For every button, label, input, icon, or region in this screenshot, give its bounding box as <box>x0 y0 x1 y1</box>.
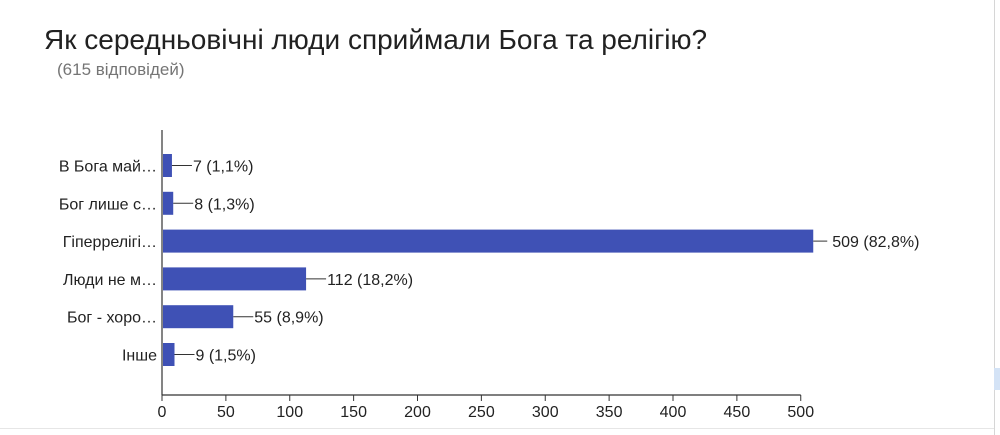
bar[interactable] <box>163 229 814 253</box>
category-label: Бог лише с… <box>59 196 157 213</box>
x-tick-label: 150 <box>340 404 367 421</box>
data-label: 509 (82,8%) <box>832 234 919 251</box>
bar-chart: В Бога май… 7 (1,1%) Бог лише с… 8 (1,3%) Гі… <box>59 130 919 421</box>
bar[interactable] <box>163 191 174 215</box>
x-tick-label: 0 <box>158 404 167 421</box>
category-label: Бог - хоро… <box>67 310 157 327</box>
data-label: 9 (1,5%) <box>195 348 255 365</box>
chart-title: Як середньовічні люди сприймали Бога та … <box>44 24 708 55</box>
window-edge-divider <box>994 0 995 435</box>
category-label: Інше <box>122 348 157 365</box>
x-tick-label: 250 <box>468 404 495 421</box>
bar[interactable] <box>163 267 307 291</box>
category-label: Люди не м… <box>63 272 157 289</box>
x-tick-label: 50 <box>217 404 235 421</box>
data-label: 7 (1,1%) <box>193 159 253 176</box>
bar[interactable] <box>163 305 234 329</box>
data-label: 112 (18,2%) <box>327 272 413 289</box>
x-tick-label: 350 <box>596 404 623 421</box>
x-tick-label: 100 <box>276 404 303 421</box>
bar[interactable] <box>163 154 172 177</box>
x-tick-label: 300 <box>532 404 559 421</box>
data-label: 55 (8,9%) <box>254 310 323 327</box>
category-label: Гіперрелігі… <box>63 234 157 251</box>
bottom-divider <box>0 428 994 429</box>
scrollbar-thumb[interactable] <box>994 368 1000 390</box>
response-count: (615 відповідей) <box>57 60 185 79</box>
x-tick-label: 450 <box>724 404 751 421</box>
data-label: 8 (1,3%) <box>194 196 254 213</box>
x-tick-label: 200 <box>404 404 431 421</box>
category-label: В Бога май… <box>59 159 157 176</box>
x-tick-label: 400 <box>660 404 687 421</box>
bar[interactable] <box>163 343 175 366</box>
x-tick-label: 500 <box>787 404 814 421</box>
